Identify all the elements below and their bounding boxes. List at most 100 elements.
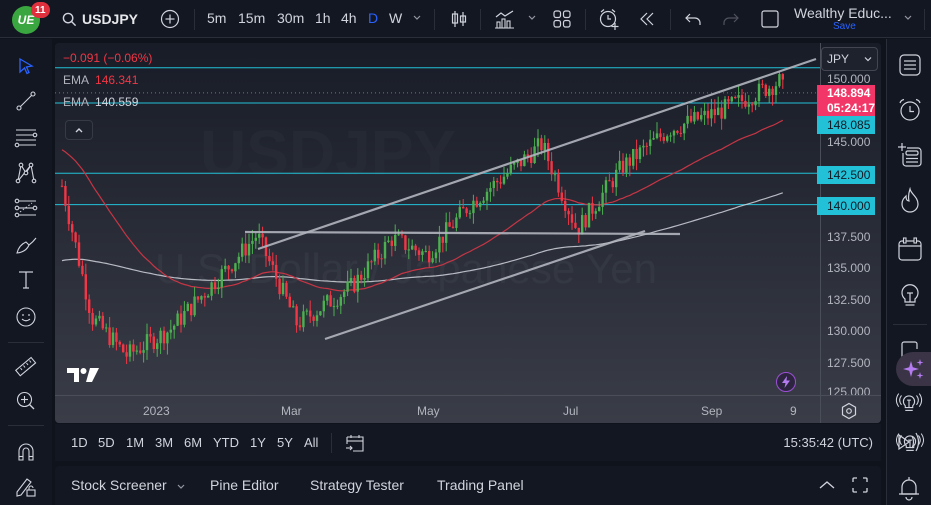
level-label: 140.000 <box>817 197 875 215</box>
bar-countdown: 05:24:17 <box>827 101 876 115</box>
tradingview-logo-icon[interactable] <box>66 367 100 383</box>
fullscreen-button[interactable] <box>760 9 780 29</box>
interval-d[interactable]: D <box>368 10 379 26</box>
hotlists-button[interactable] <box>896 186 924 214</box>
maximize-panel-icon[interactable] <box>851 476 869 494</box>
lock-drawing-icon <box>16 478 36 497</box>
redo-button[interactable] <box>722 11 740 27</box>
time-tick: 9 <box>790 404 797 418</box>
chevron-up-icon[interactable] <box>818 479 836 491</box>
price-tick: 137.500 <box>827 230 871 244</box>
lightning-icon <box>782 376 790 388</box>
playback-button[interactable] <box>895 428 923 456</box>
ai-assistant-button[interactable] <box>896 352 931 386</box>
chart-settings-icon[interactable] <box>840 402 858 420</box>
layout-name: Wealthy Educ... <box>794 5 892 21</box>
lock-drawings-tool[interactable] <box>10 472 42 502</box>
separator <box>194 9 195 30</box>
range-1d[interactable]: 1D <box>71 435 88 450</box>
layout-dropdown[interactable] <box>903 14 913 22</box>
create-alert-button[interactable] <box>597 7 621 31</box>
drawing-toolbar <box>0 39 52 505</box>
indicators-dropdown[interactable] <box>527 14 537 22</box>
events-badge[interactable] <box>776 372 796 392</box>
alerts-button[interactable] <box>896 96 924 124</box>
interval-w[interactable]: W <box>389 10 403 26</box>
magnet-tool[interactable] <box>10 437 42 467</box>
range-1m[interactable]: 1M <box>126 435 145 450</box>
tab-strategy-tester[interactable]: Strategy Tester <box>310 477 404 493</box>
fib-tool[interactable] <box>10 194 42 224</box>
add-symbol-icon <box>160 9 180 29</box>
pattern-tool[interactable] <box>10 158 42 188</box>
time-tick: 2023 <box>143 404 170 418</box>
range-6m[interactable]: 6M <box>184 435 203 450</box>
fullscreen-icon <box>761 10 779 28</box>
range-1y[interactable]: 1Y <box>250 435 266 450</box>
emoji-tool[interactable] <box>10 302 42 332</box>
time-tick: Mar <box>281 404 302 418</box>
chart-pane[interactable]: USDJPY U.S. Dollar / Japanese Yen −0.091 … <box>55 43 881 423</box>
cursor-tool[interactable] <box>10 51 42 81</box>
time-axis[interactable]: 2023 Mar May Jul Sep 9 <box>55 395 881 423</box>
range-ytd[interactable]: YTD <box>213 435 239 450</box>
chevron-down-icon <box>528 15 536 20</box>
current-price-label: 148.894 05:24:17 <box>817 85 875 117</box>
avatar-initials: UE <box>17 13 35 27</box>
zoom-in-tool[interactable] <box>10 386 42 416</box>
pattern-icon <box>15 162 37 184</box>
ideas-button[interactable] <box>896 281 924 309</box>
brush-tool[interactable] <box>10 230 42 260</box>
range-all[interactable]: All <box>304 435 319 450</box>
go-to-date-icon[interactable] <box>345 433 365 453</box>
brush-icon <box>16 237 37 254</box>
search-icon <box>62 12 77 26</box>
compare-symbol-button[interactable] <box>160 9 180 29</box>
trendline-tool[interactable] <box>10 86 42 116</box>
chart-type-button[interactable] <box>449 9 469 29</box>
collapse-legend-button[interactable] <box>65 120 93 140</box>
horizontal-lines-tool[interactable] <box>10 122 42 152</box>
tab-pine-editor[interactable]: Pine Editor <box>210 477 279 493</box>
interval-1h[interactable]: 1h <box>315 10 331 26</box>
intervals-dropdown[interactable] <box>412 14 422 22</box>
separator <box>331 433 332 453</box>
range-3m[interactable]: 3M <box>155 435 174 450</box>
notifications-button[interactable] <box>896 474 922 502</box>
svg-text:USDJPY: USDJPY <box>200 117 456 189</box>
add-list-button[interactable] <box>896 141 924 169</box>
undo-button[interactable] <box>684 11 702 27</box>
time-tick: May <box>417 404 440 418</box>
legend-ema-fast[interactable]: EMA 146.341 <box>59 69 156 91</box>
utc-clock[interactable]: 15:35:42 (UTC) <box>783 435 873 450</box>
text-tool[interactable] <box>10 265 42 295</box>
streams-button-overlay[interactable] <box>895 388 923 416</box>
interval-15m[interactable]: 15m <box>238 10 266 26</box>
interval-5m[interactable]: 5m <box>207 10 227 26</box>
range-5d[interactable]: 5D <box>98 435 115 450</box>
currency-selector[interactable]: JPY <box>821 47 878 71</box>
ema-fast-label: EMA <box>63 73 90 87</box>
price-axis[interactable] <box>820 43 881 395</box>
save-layout-link[interactable]: Save <box>833 21 856 32</box>
indicators-button[interactable] <box>494 8 516 30</box>
candles-icon <box>451 11 467 27</box>
templates-button[interactable] <box>552 9 572 29</box>
chevron-down-icon <box>904 15 912 20</box>
interval-4h[interactable]: 4h <box>341 10 357 26</box>
legend-ema-slow[interactable]: EMA 140.559 <box>59 91 156 113</box>
measure-tool[interactable] <box>10 352 42 382</box>
price-tick: 135.000 <box>827 261 871 275</box>
calendar-button[interactable] <box>896 235 924 263</box>
currency-label: JPY <box>827 52 850 66</box>
replay-button[interactable] <box>638 11 656 27</box>
time-tick: Sep <box>701 404 723 418</box>
symbol-search-button[interactable]: USDJPY <box>62 9 138 29</box>
watchlist-button[interactable] <box>896 51 924 79</box>
interval-30m[interactable]: 30m <box>277 10 305 26</box>
tab-stock-screener[interactable]: Stock Screener <box>71 477 167 493</box>
tab-trading-panel[interactable]: Trading Panel <box>437 477 524 493</box>
range-5y[interactable]: 5Y <box>277 435 293 450</box>
chevron-down-icon[interactable] <box>176 483 186 491</box>
